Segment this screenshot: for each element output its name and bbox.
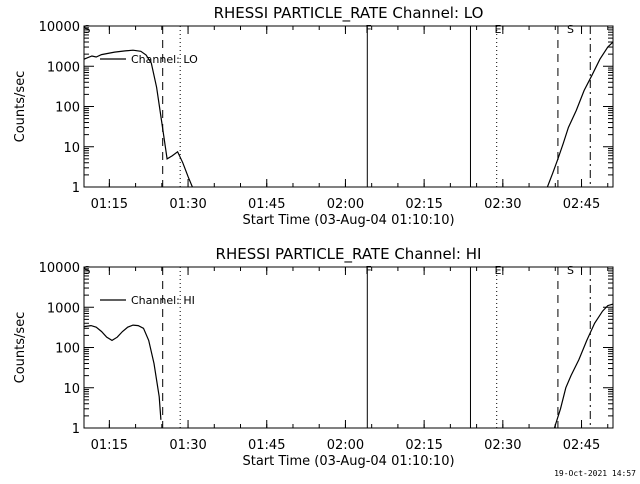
x-tick-label: 01:30 [169, 197, 206, 212]
chart-title: RHESSI PARTICLE_RATE Channel: HI [216, 245, 482, 264]
series-line [84, 324, 162, 420]
y-tick-label: 1 [72, 181, 80, 196]
x-tick-label: 02:15 [405, 438, 442, 453]
x-tick-label: 02:00 [327, 197, 364, 212]
plot-frame [83, 25, 614, 188]
x-tick-label: 02:00 [327, 438, 364, 453]
legend-label: Channel: LO [131, 53, 198, 66]
annotation-label: S [567, 23, 574, 36]
legend-label: Channel: HI [131, 294, 195, 307]
y-tick-label: 10 [63, 141, 80, 156]
y-axis-label: Counts/sec [13, 71, 28, 143]
y-tick-label: 1000 [47, 301, 80, 316]
x-tick-label: 02:45 [563, 438, 600, 453]
x-tick-label: 01:45 [248, 197, 285, 212]
annotation-label: S [84, 264, 91, 277]
y-tick-label: 1 [72, 422, 80, 437]
y-tick-label: 1000 [47, 60, 80, 75]
annotation-label: E [494, 23, 501, 36]
series-line [84, 49, 193, 187]
x-tick-label: 02:45 [563, 197, 600, 212]
chart-title: RHESSI PARTICLE_RATE Channel: LO [214, 4, 484, 23]
y-tick-label: 10000 [39, 20, 80, 35]
x-tick-label: 01:15 [91, 438, 128, 453]
y-tick-label: 100 [55, 342, 80, 357]
footer-timestamp: 19-Oct-2021 14:57 [554, 469, 636, 478]
x-tick-label: 02:30 [484, 438, 521, 453]
annotation-label: F [365, 23, 371, 36]
x-axis-label: Start Time (03-Aug-04 01:10:10) [242, 454, 454, 469]
plot-frame [83, 266, 614, 429]
annotation-label: S [567, 264, 574, 277]
x-tick-label: 01:15 [91, 197, 128, 212]
x-axis-label: Start Time (03-Aug-04 01:10:10) [242, 213, 454, 228]
annotation-label: E [494, 264, 501, 277]
x-tick-label: 02:15 [405, 197, 442, 212]
x-tick-label: 01:30 [169, 438, 206, 453]
y-axis-label: Counts/sec [13, 312, 28, 384]
x-tick-label: 02:30 [484, 197, 521, 212]
annotation-label: F [365, 264, 371, 277]
series-line [546, 41, 613, 187]
y-tick-label: 10000 [39, 261, 80, 276]
x-tick-label: 01:45 [248, 438, 285, 453]
annotation-label: S [84, 23, 91, 36]
y-tick-label: 100 [55, 101, 80, 116]
series-line [553, 303, 613, 428]
y-tick-label: 10 [63, 382, 80, 397]
